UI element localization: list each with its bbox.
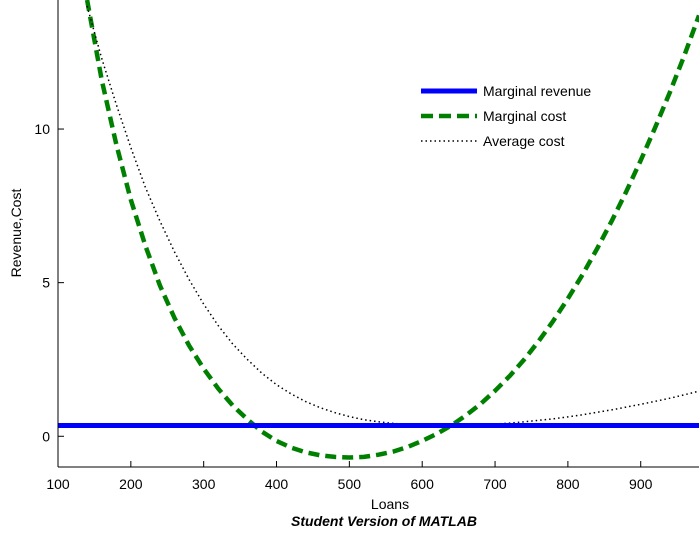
x-tick-label: 600: [411, 476, 435, 492]
y-tick-label: 5: [42, 275, 50, 291]
x-tick-label: 900: [629, 476, 653, 492]
legend: Marginal revenue Marginal cost Average cos…: [421, 83, 591, 149]
y-axis-label: Revenue,Cost: [8, 189, 24, 278]
legend-label-2: Average cost: [483, 133, 565, 149]
x-tick-label: 100: [46, 476, 70, 492]
series-line-1: [84, 0, 699, 460]
axes-layer: 100 200 300 400 500 600 700 800 900 0 5 10: [34, 0, 699, 492]
x-axis-label: Loans: [371, 496, 409, 512]
watermark-text: Student Version of MATLAB: [291, 513, 477, 529]
series-layer: [58, 0, 699, 460]
y-tick-label: 10: [34, 121, 50, 137]
x-tick-label: 700: [483, 476, 507, 492]
x-tick-label: 500: [338, 476, 362, 492]
legend-label-0: Marginal revenue: [483, 83, 591, 99]
x-tick-label: 800: [556, 476, 580, 492]
legend-label-1: Marginal cost: [483, 108, 566, 124]
series-line-2: [86, 5, 699, 427]
x-tick-label: 400: [265, 476, 289, 492]
y-tick-label: 0: [42, 428, 50, 444]
x-tick-label: 300: [192, 476, 216, 492]
x-tick-label: 200: [119, 476, 143, 492]
